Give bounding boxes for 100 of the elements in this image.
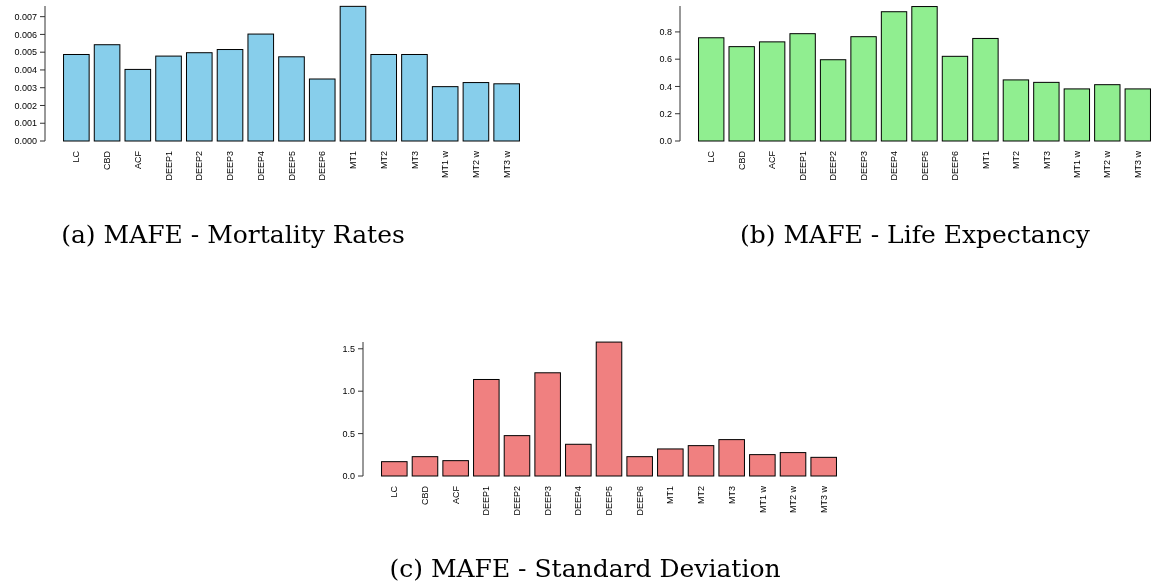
y-tick-label: 0.6: [659, 54, 672, 65]
x-tick-label: DEEP4: [255, 151, 266, 181]
bar: [626, 456, 653, 477]
x-tick-label: MT2 w: [788, 485, 799, 513]
bar: [880, 11, 908, 142]
text: (b) MAFE - Life Expectancy: [740, 220, 1091, 249]
y-tick-label: 0.002: [14, 100, 37, 111]
y-tick-label: 0.8: [659, 27, 672, 38]
x-tick-label: DEEP2: [194, 151, 205, 181]
bar: [789, 33, 816, 142]
bar: [1002, 79, 1030, 142]
x-tick-label: MT2: [1011, 151, 1022, 169]
x-tick-label: MT1: [665, 486, 676, 504]
x-tick-label: MT1: [348, 151, 359, 169]
bar: [565, 443, 592, 477]
x-tick-label: DEEP2: [512, 486, 523, 516]
x-tick-label: CBD: [420, 485, 431, 506]
y-tick-label: 1.5: [342, 343, 355, 354]
bar: [941, 55, 969, 142]
bar: [687, 445, 715, 477]
x-tick-label: MT3 w: [501, 150, 512, 178]
x-tick-label: DEEP6: [317, 151, 328, 181]
bar: [442, 460, 469, 477]
x-tick-label: DEEP2: [828, 151, 839, 181]
bar: [850, 36, 877, 142]
bar: [381, 461, 408, 477]
text: (c) MAFE - Standard Deviation: [389, 554, 781, 583]
y-tick-label: 0.007: [14, 11, 37, 22]
x-tick-label: CBD: [736, 150, 747, 171]
x-tick-label: DEEP6: [634, 486, 645, 516]
bar: [155, 55, 182, 142]
x-tick-label: ACF: [132, 150, 143, 169]
y-tick-label: 0.4: [659, 81, 672, 92]
y-tick-label: 0.003: [14, 82, 37, 93]
x-tick-label: MT2 w: [1102, 150, 1113, 178]
x-tick-label: MT3: [409, 151, 420, 169]
bar: [1094, 84, 1121, 142]
x-tick-label: DEEP3: [542, 486, 553, 516]
x-tick-label: MT1 w: [757, 485, 768, 513]
bar: [124, 68, 152, 142]
x-tick-label: DEEP6: [950, 151, 961, 181]
bar: [534, 372, 561, 477]
x-tick-label: DEEP1: [481, 486, 492, 516]
x-tick-label: MT3: [726, 486, 737, 504]
bar: [339, 5, 367, 142]
x-tick-label: MT1 w: [440, 150, 451, 178]
y-tick-label: 0.004: [14, 65, 37, 76]
y-tick-label: 0.000: [14, 136, 37, 147]
x-tick-label: LC: [706, 150, 717, 163]
x-tick-label: DEEP5: [919, 151, 930, 181]
x-tick-label: CBD: [102, 150, 113, 171]
x-tick-label: LC: [389, 485, 400, 498]
bar: [431, 86, 459, 142]
x-tick-label: MT1 w: [1072, 150, 1082, 178]
bar: [185, 52, 213, 142]
x-tick-label: DEEP1: [163, 151, 174, 181]
x-tick-label: MT2: [378, 151, 389, 169]
x-tick-label: MT2: [696, 486, 707, 504]
y-tick-label: 0.005: [14, 47, 37, 58]
x-tick-label: ACF: [767, 150, 778, 169]
y-tick-label: 0.006: [14, 29, 37, 40]
bar: [308, 78, 336, 142]
x-tick-label: DEEP1: [797, 151, 808, 181]
x-tick-label: DEEP4: [573, 486, 584, 516]
x-tick-label: LC: [71, 150, 82, 163]
bar: [63, 53, 90, 142]
bar: [278, 56, 305, 142]
x-tick-label: MT3 w: [818, 485, 829, 513]
text: (a) MAFE - Mortality Rates: [61, 220, 405, 249]
bar: [972, 37, 999, 142]
x-tick-label: ACF: [450, 485, 461, 504]
y-tick-label: 0.001: [14, 118, 37, 129]
y-tick-label: 0.0: [342, 471, 355, 482]
bar: [595, 341, 623, 477]
bar: [728, 46, 755, 142]
x-tick-label: DEEP5: [604, 486, 615, 516]
bar: [718, 439, 745, 477]
bar: [758, 41, 786, 142]
bar: [493, 83, 520, 142]
bar: [503, 435, 531, 477]
bar: [1033, 81, 1060, 142]
bar: [411, 456, 439, 477]
bar: [819, 59, 847, 142]
bar: [401, 53, 428, 142]
y-tick-label: 0.0: [659, 136, 672, 147]
x-tick-label: MT2 w: [471, 150, 482, 178]
bar: [93, 44, 121, 142]
bar: [698, 37, 725, 142]
bar: [473, 378, 500, 477]
bar: [1124, 88, 1151, 142]
x-tick-label: MT3: [1041, 151, 1052, 169]
y-tick-label: 0.5: [342, 428, 355, 439]
bar: [779, 452, 807, 477]
x-tick-label: DEEP3: [225, 151, 236, 181]
x-tick-label: MT1: [980, 151, 991, 169]
x-tick-label: DEEP5: [286, 151, 297, 181]
bar: [749, 454, 776, 477]
bar: [247, 33, 275, 142]
x-tick-label: MT3 w: [1132, 150, 1143, 178]
bar: [370, 53, 398, 142]
